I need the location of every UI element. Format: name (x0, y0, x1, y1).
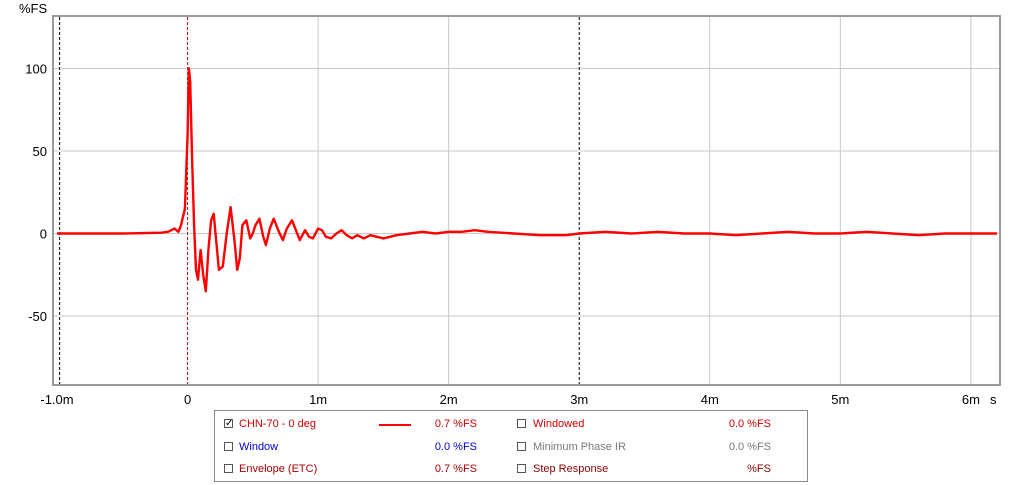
x-tick-label: 2m (440, 392, 458, 407)
legend-checkbox-envelope[interactable] (224, 464, 233, 473)
legend-label-minimum-phase: Minimum Phase IR (533, 441, 626, 453)
legend-label-chn70: CHN-70 - 0 deg (239, 418, 317, 430)
legend-row: Envelope (ETC) 0.7 %FS Step Response %FS (215, 459, 807, 481)
legend-label-windowed: Windowed (533, 418, 585, 430)
legend-checkbox-minimum-phase[interactable] (517, 442, 526, 451)
y-tick-label: 50 (33, 144, 47, 159)
x-axis-unit-label: s (990, 392, 997, 407)
impulse-response-chart[interactable]: 100 50 0 -50 -1.0m 0 1m 2m 3m 4m 5m 6m %FS s (0, 0, 1024, 410)
legend-row: Window 0.0 %FS Minimum Phase IR 0.0 %FS (215, 437, 807, 459)
legend-value-envelope: 0.7 %FS (434, 463, 477, 475)
grid-lines (54, 17, 999, 384)
legend-value-windowed: 0.0 %FS (728, 418, 771, 430)
legend-checkbox-step-response[interactable] (517, 464, 526, 473)
legend-label-envelope: Envelope (ETC) (239, 463, 318, 475)
legend-value-step-response: %FS (747, 463, 771, 475)
legend-value-window: 0.0 %FS (434, 441, 477, 453)
x-tick-label: 6m (962, 392, 980, 407)
legend-row: ✓ CHN-70 - 0 deg 0.7 %FS Windowed 0.0 %F… (215, 414, 807, 436)
y-tick-label: -50 (28, 309, 47, 324)
y-tick-label: 0 (40, 227, 47, 242)
x-tick-label: 5m (831, 392, 849, 407)
legend-checkbox-window[interactable] (224, 442, 233, 451)
legend-swatch-chn70 (379, 424, 411, 426)
x-tick-labels: -1.0m 0 1m 2m 3m 4m 5m 6m (40, 392, 980, 407)
y-tick-labels: 100 50 0 -50 (25, 62, 47, 325)
x-tick-label: 1m (309, 392, 327, 407)
legend-label-window: Window (239, 441, 279, 453)
y-axis-unit-label: %FS (19, 1, 48, 16)
legend-checkbox-chn70[interactable]: ✓ (224, 418, 234, 429)
series-group (57, 67, 997, 293)
legend-checkbox-windowed[interactable] (517, 419, 526, 428)
x-tick-label: -1.0m (40, 392, 73, 407)
legend-label-step-response: Step Response (533, 463, 609, 475)
series-line-chn70 (57, 67, 997, 293)
legend-value-minimum-phase: 0.0 %FS (728, 441, 771, 453)
legend-value-chn70: 0.7 %FS (434, 418, 477, 430)
y-tick-label: 100 (25, 62, 47, 77)
plot-area[interactable] (52, 15, 1001, 386)
legend-panel: ✓ CHN-70 - 0 deg 0.7 %FS Windowed 0.0 %F… (214, 410, 808, 482)
x-tick-label: 3m (570, 392, 588, 407)
x-tick-label: 0 (184, 392, 191, 407)
x-tick-label: 4m (701, 392, 719, 407)
